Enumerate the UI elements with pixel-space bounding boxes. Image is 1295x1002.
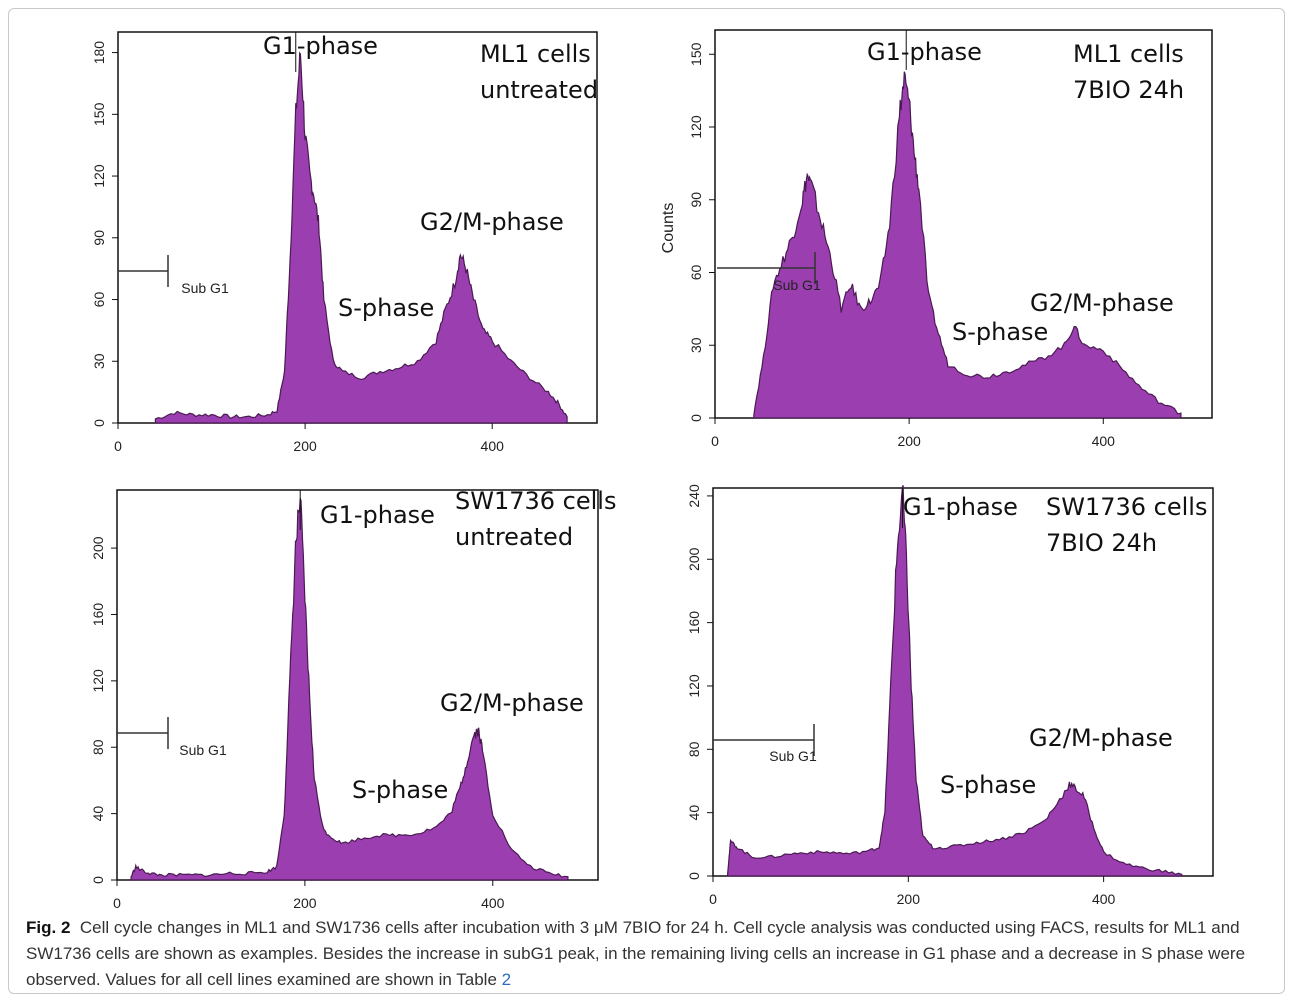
y-tick-label: 30 — [688, 337, 704, 353]
y-tick-label: 90 — [91, 230, 107, 246]
x-tick-label: 200 — [897, 891, 921, 907]
y-tick-label: 60 — [688, 265, 704, 281]
y-tick-label: 120 — [688, 115, 704, 139]
y-tick-label: 60 — [91, 292, 107, 308]
y-tick-label: 200 — [90, 536, 106, 560]
panel-ml1-7bio: 0 200 400 0 30 60 90 120 150 Counts Sub G1 G1-phase… — [645, 0, 1285, 470]
panel-ml1-untreated: 0 200 400 0 30 60 90 120 150 180 Sub G1 G1-phase S-p… — [0, 0, 640, 470]
y-tick-label: 0 — [688, 414, 704, 422]
y-tick-label: 40 — [686, 805, 702, 821]
g2m-phase-label: G2/M-phase — [1029, 724, 1173, 752]
y-tick-label: 120 — [91, 164, 107, 188]
y-tick-label: 120 — [686, 674, 702, 698]
y-tick-label: 160 — [686, 611, 702, 635]
s-phase-label: S-phase — [940, 771, 1036, 799]
g2m-phase-label: G2/M-phase — [1030, 289, 1174, 317]
y-tick-label: 0 — [686, 872, 702, 880]
histogram-area — [130, 498, 569, 881]
panel-info-line1: SW1736 cells — [455, 487, 616, 515]
subg1-label: Sub G1 — [769, 748, 817, 764]
panel-info-line2: 7BIO 24h — [1073, 76, 1184, 104]
histogram-area — [726, 485, 1183, 877]
figure-frame — [8, 8, 1285, 994]
s-phase-label: S-phase — [952, 318, 1048, 346]
y-tick-label: 150 — [91, 102, 107, 126]
y-tick-label: 80 — [686, 741, 702, 757]
x-tick-label: 200 — [293, 895, 317, 911]
x-tick-label: 400 — [481, 895, 505, 911]
g1-phase-label: G1-phase — [263, 32, 378, 60]
y-tick-label: 180 — [91, 41, 107, 65]
panel-info-line2: 7BIO 24h — [1046, 529, 1157, 557]
x-tick-label: 400 — [481, 438, 505, 454]
x-tick-label: 0 — [711, 433, 719, 449]
panel-info-line1: ML1 cells — [1073, 40, 1184, 68]
histogram-sw1736-untreated: 0 200 400 0 40 80 120 160 200 Sub G1 G1-phase S-pha… — [90, 487, 616, 911]
s-phase-label: S-phase — [338, 294, 434, 322]
subg1-label: Sub G1 — [773, 277, 821, 293]
caption-table-link[interactable]: 2 — [501, 970, 512, 989]
y-tick-label: 30 — [91, 353, 107, 369]
y-tick-label: 150 — [688, 42, 704, 66]
x-tick-label: 200 — [897, 433, 921, 449]
y-tick-label: 240 — [686, 484, 702, 508]
y-tick-label: 200 — [686, 547, 702, 571]
y-tick-label: 90 — [688, 192, 704, 208]
x-tick-label: 0 — [113, 895, 121, 911]
histogram-area — [753, 71, 1182, 419]
y-tick-label: 0 — [91, 419, 107, 427]
x-tick-label: 0 — [114, 438, 122, 454]
g1-phase-label: G1-phase — [320, 501, 435, 529]
panel-info-line2: untreated — [480, 76, 598, 104]
g1-phase-label: G1-phase — [867, 38, 982, 66]
g1-phase-label: G1-phase — [903, 493, 1018, 521]
histogram-ml1-7bio: 0 200 400 0 30 60 90 120 150 Counts Sub G1 G1-phase… — [660, 29, 1213, 449]
g2m-phase-label: G2/M-phase — [440, 689, 584, 717]
x-tick-label: 400 — [1092, 433, 1116, 449]
g2m-phase-label: G2/M-phase — [420, 208, 564, 236]
figure-caption: Fig. 2 Cell cycle changes in ML1 and SW1… — [26, 915, 1271, 993]
x-tick-label: 400 — [1092, 891, 1116, 907]
y-axis-label: Counts — [660, 203, 677, 254]
panel-sw1736-7bio: 0 200 400 0 40 80 120 160 200 240 Sub G1 G1-phase S-… — [645, 462, 1285, 907]
panel-info-line1: SW1736 cells — [1046, 493, 1207, 521]
s-phase-label: S-phase — [352, 776, 448, 804]
y-tick-label: 160 — [90, 603, 106, 627]
histogram-sw1736-7bio: 0 200 400 0 40 80 120 160 200 240 Sub G1 G1-phase S-… — [686, 484, 1214, 907]
histogram-ml1-untreated: 0 200 400 0 30 60 90 120 150 180 Sub G1 G1-phase S-p… — [91, 31, 598, 454]
y-tick-label: 40 — [90, 806, 106, 822]
x-tick-label: 200 — [293, 438, 317, 454]
histogram-area — [154, 51, 568, 424]
subg1-label: Sub G1 — [181, 280, 229, 296]
panel-info-line1: ML1 cells — [480, 40, 591, 68]
y-tick-label: 120 — [90, 669, 106, 693]
x-tick-label: 0 — [709, 891, 717, 907]
caption-text: Cell cycle changes in ML1 and SW1736 cel… — [26, 918, 1246, 989]
subg1-label: Sub G1 — [179, 742, 227, 758]
y-tick-label: 0 — [90, 876, 106, 884]
y-tick-label: 80 — [90, 739, 106, 755]
caption-figure-label: Fig. 2 — [26, 918, 71, 937]
panel-sw1736-untreated: 0 200 400 0 40 80 120 160 200 Sub G1 G1-phase S-pha… — [0, 462, 640, 911]
panel-info-line2: untreated — [455, 523, 573, 551]
